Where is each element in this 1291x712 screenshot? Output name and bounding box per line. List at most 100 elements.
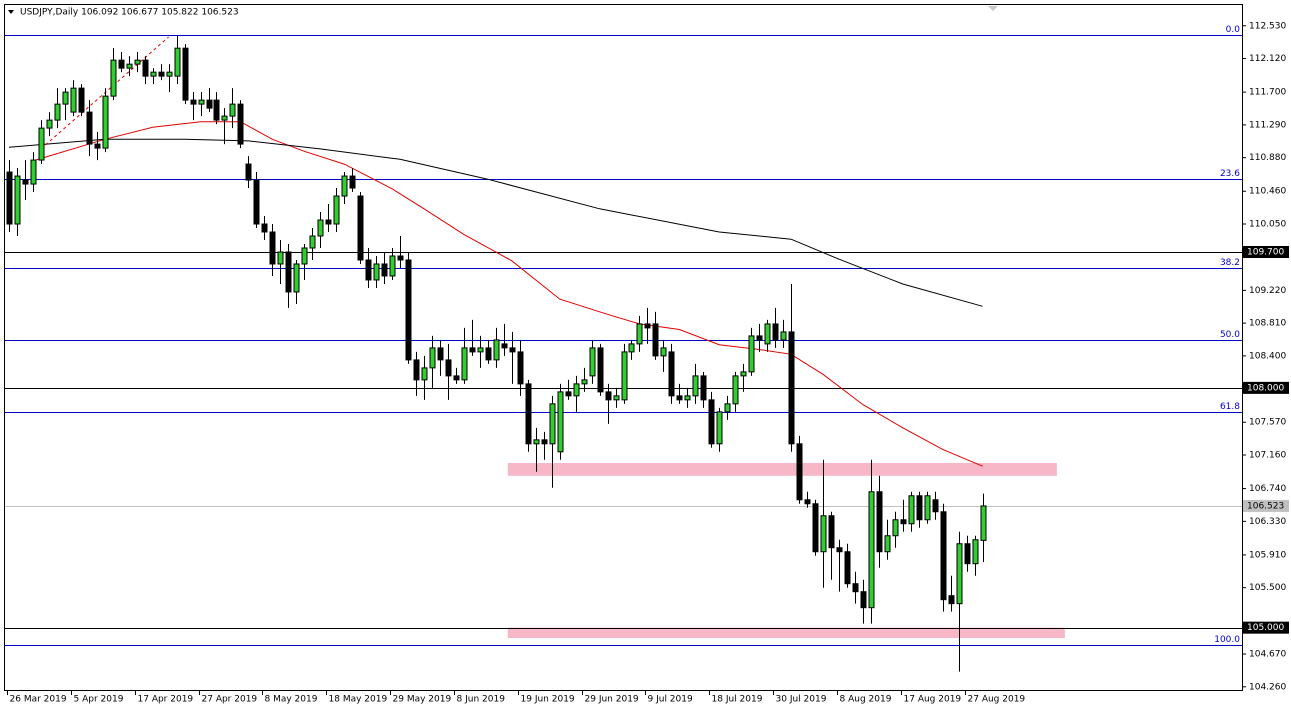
candle-body — [469, 347, 476, 353]
y-tick-label: 110.460 — [1249, 187, 1286, 197]
fib-level-label: 38.2 — [1220, 258, 1240, 268]
candle-body — [549, 403, 556, 445]
fib-level-label: 50.0 — [1220, 330, 1240, 340]
candle-body — [213, 99, 220, 121]
last-price-label: 106.523 — [1247, 501, 1284, 511]
candle-body — [573, 383, 580, 397]
y-tick-label: 112.120 — [1249, 54, 1286, 64]
candle-body — [740, 371, 747, 377]
candle-body — [589, 347, 596, 377]
candle-body — [700, 375, 707, 401]
candle-body — [605, 391, 612, 401]
price-level-label-box — [1243, 381, 1289, 394]
candle-body — [541, 439, 548, 445]
candle-body — [868, 491, 875, 609]
candle-body — [804, 499, 811, 505]
x-tick-label: 8 Aug 2019 — [840, 695, 892, 705]
candle-body — [972, 539, 979, 565]
candle-body — [892, 519, 899, 537]
candle-body — [190, 99, 197, 105]
candle-body — [413, 359, 420, 381]
y-tick-label: 110.050 — [1249, 220, 1286, 230]
y-tick-label: 111.290 — [1249, 120, 1286, 130]
candle-body — [756, 335, 763, 341]
candle-body — [166, 71, 173, 77]
candle-body — [517, 351, 524, 385]
candle-body — [357, 195, 364, 261]
y-tick-label: 111.700 — [1249, 88, 1286, 98]
x-tick-label: 8 May 2019 — [265, 695, 318, 705]
candle-body — [796, 443, 803, 501]
candle-body — [94, 143, 101, 149]
candle-body — [621, 351, 628, 401]
candle-body — [477, 347, 484, 353]
candle-body — [812, 503, 819, 553]
candle-body — [373, 263, 380, 281]
shift-marker — [988, 6, 998, 11]
candle-body — [716, 411, 723, 445]
candle-body — [708, 399, 715, 445]
price-level-label: 108.000 — [1247, 383, 1284, 393]
fib-level-label: 100.0 — [1214, 635, 1240, 645]
candle-body — [676, 395, 683, 401]
candle-body — [956, 543, 963, 605]
candle-body — [22, 179, 29, 185]
moving-average-line — [32, 121, 983, 467]
candle-body — [820, 515, 827, 553]
candle-body — [158, 71, 165, 77]
x-tick-label: 8 Jun 2019 — [457, 695, 506, 705]
candle-body — [110, 59, 117, 97]
candle-body — [533, 439, 540, 445]
candle-body — [613, 395, 620, 401]
candle-body — [597, 347, 604, 393]
fib-level-label: 23.6 — [1220, 169, 1240, 179]
candle-body — [317, 219, 324, 237]
candle-body — [349, 175, 356, 189]
candle-body — [150, 71, 157, 77]
candle-body — [182, 47, 189, 101]
y-tick-label: 108.400 — [1249, 351, 1286, 361]
y-tick-label: 107.570 — [1249, 418, 1286, 428]
candle-body — [253, 179, 260, 225]
candle-body — [206, 99, 213, 109]
candle-body — [333, 195, 340, 225]
candle-body — [860, 591, 867, 609]
x-tick-label: 18 Jul 2019 — [712, 695, 763, 705]
trendline — [40, 36, 169, 150]
last-price-label-box — [1243, 499, 1289, 512]
candle-body — [445, 359, 452, 377]
candle-body — [30, 159, 37, 185]
moving-average-line — [8, 138, 983, 307]
candle-body — [174, 47, 181, 77]
candle-body — [325, 219, 332, 225]
candle-body — [389, 255, 396, 277]
price-level-label: 109.700 — [1247, 247, 1284, 257]
candle-body — [788, 331, 795, 445]
candle-body — [684, 395, 691, 401]
candle-body — [285, 251, 292, 293]
candle-body — [628, 343, 635, 353]
candle-body — [940, 511, 947, 601]
candle-body — [652, 323, 659, 357]
y-tick-label: 106.330 — [1249, 517, 1286, 527]
y-tick-label: 108.810 — [1249, 319, 1286, 329]
y-tick-label: 106.740 — [1249, 484, 1286, 494]
candle-body — [900, 519, 907, 525]
candle-body — [54, 103, 61, 121]
x-tick-label: 26 Mar 2019 — [10, 695, 67, 705]
candle-body — [581, 379, 588, 385]
candle-body — [660, 347, 667, 357]
support-resistance-zone — [507, 627, 1065, 639]
candle-body — [732, 375, 739, 405]
x-tick-label: 27 Apr 2019 — [202, 695, 258, 705]
candle-body — [261, 223, 268, 233]
candle-body — [341, 175, 348, 197]
x-tick-label: 27 Aug 2019 — [968, 695, 1026, 705]
candle-body — [405, 259, 412, 361]
candle-body — [485, 347, 492, 361]
dropdown-icon[interactable] — [8, 10, 14, 14]
candle-body — [852, 583, 859, 593]
candle-body — [948, 595, 955, 605]
candle-body — [876, 491, 883, 553]
